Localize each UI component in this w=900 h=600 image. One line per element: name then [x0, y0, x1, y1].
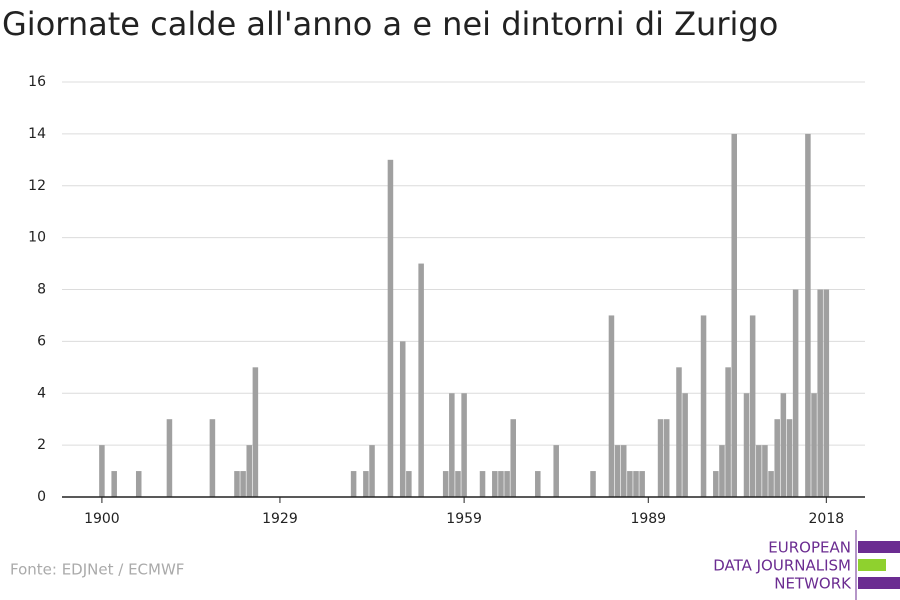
bar	[663, 419, 670, 497]
x-tick-label: 1900	[84, 511, 120, 527]
logo-text: EUROPEAN	[768, 539, 851, 557]
bar	[823, 289, 830, 497]
x-tick-label: 2018	[809, 511, 845, 527]
bar	[111, 471, 117, 497]
bar	[387, 159, 394, 497]
bar	[627, 471, 633, 497]
bar	[461, 393, 467, 497]
y-tick-label: 2	[37, 437, 46, 453]
bar	[246, 445, 253, 497]
bar	[713, 471, 719, 497]
x-tick-label: 1989	[630, 511, 666, 527]
bar	[731, 133, 737, 497]
bar	[811, 393, 817, 497]
logo-bar	[858, 577, 900, 589]
bar	[369, 445, 375, 497]
bar	[805, 133, 811, 497]
bar	[657, 419, 664, 497]
bar	[166, 419, 173, 497]
y-tick-label: 12	[28, 178, 46, 194]
logo-text: NETWORK	[774, 575, 852, 593]
bar	[792, 289, 799, 497]
bar	[535, 471, 541, 497]
bar	[234, 471, 240, 497]
bar	[620, 445, 627, 497]
bar	[492, 471, 498, 497]
bar	[774, 419, 780, 497]
bar	[363, 471, 369, 497]
logo: EUROPEAN DATA JOURNALISM NETWORK	[713, 530, 900, 600]
y-tick-label: 14	[28, 126, 46, 142]
bar	[449, 393, 455, 497]
bar	[350, 471, 357, 497]
bar	[399, 341, 406, 497]
bar	[676, 367, 682, 497]
bar	[614, 445, 621, 497]
bar	[633, 471, 639, 497]
bar	[768, 471, 774, 497]
bar	[743, 393, 750, 497]
x-tick-label: 1929	[262, 511, 298, 527]
bar	[749, 315, 756, 497]
y-tick-label: 8	[37, 282, 46, 298]
bar	[406, 471, 412, 497]
x-tick-label: 1959	[446, 511, 482, 527]
bar	[504, 471, 510, 497]
bar	[553, 445, 559, 497]
bar	[700, 315, 707, 497]
logo-bar	[858, 541, 900, 553]
bar	[786, 419, 793, 497]
chart-title: Giornate calde all'anno a e nei dintorni…	[2, 5, 778, 43]
bar	[725, 367, 731, 497]
bar	[442, 471, 449, 497]
y-tick-label: 16	[28, 74, 46, 90]
bar	[682, 393, 688, 497]
bar	[455, 471, 461, 497]
bar	[498, 471, 504, 497]
y-tick-label: 0	[37, 489, 46, 505]
bar	[639, 471, 645, 497]
y-tick-label: 6	[37, 333, 46, 349]
bar	[590, 471, 596, 497]
bar	[252, 367, 259, 497]
logo-bar	[858, 559, 886, 571]
bar	[756, 445, 762, 497]
bar	[418, 263, 424, 497]
y-tick-label: 4	[37, 385, 46, 401]
y-tick-label: 10	[28, 230, 46, 246]
bar	[780, 393, 787, 497]
bar	[99, 445, 105, 497]
bar	[240, 471, 246, 497]
bar	[762, 445, 768, 497]
bar	[209, 419, 216, 497]
bar	[817, 289, 823, 497]
bar	[510, 419, 516, 497]
source: Fonte: EDJNet / ECMWF	[10, 561, 184, 579]
bar	[719, 445, 725, 497]
bar	[608, 315, 615, 497]
bar	[135, 471, 142, 497]
logo-text: DATA JOURNALISM	[713, 557, 851, 575]
bar	[479, 471, 486, 497]
